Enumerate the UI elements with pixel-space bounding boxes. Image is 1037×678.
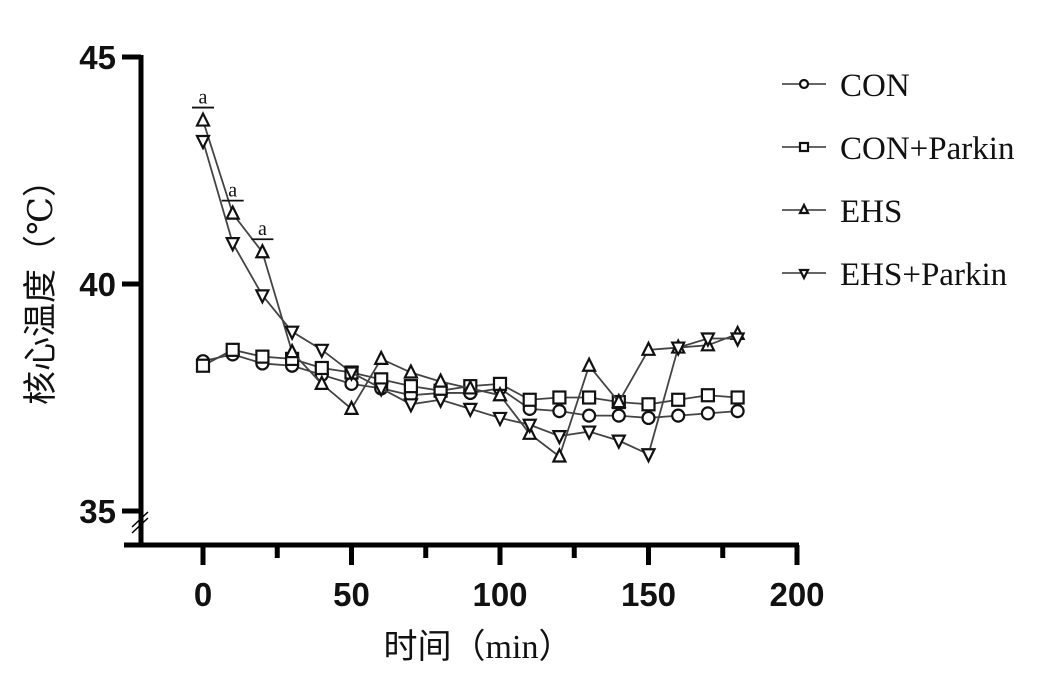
data-point-ehs-parkin [670,341,686,358]
data-point-con-parkin [195,358,211,373]
data-point-ehs-parkin [314,343,330,360]
data-point-con [671,408,686,423]
x-tick-label: 150 [621,576,676,613]
data-point-ehs-parkin [729,332,746,348]
data-point-con [700,406,716,421]
data-point-ehs-parkin [611,434,627,451]
legend-marker-triangle-down [798,268,810,281]
data-point-con [641,410,656,426]
data-point-ehs [373,349,389,366]
data-point-con [730,404,745,419]
x-axis-title: 时间（min） [384,628,573,666]
legend-label: EHS [840,194,902,230]
legend-item-ehs: EHS [782,194,902,230]
x-tick-label: 100 [472,576,527,613]
data-point-ehs [314,374,330,390]
data-point-ehs-parkin [373,382,389,398]
data-point-con-parkin [403,379,418,394]
data-point-ehs-parkin [462,402,479,419]
legend-marker-square [798,141,810,153]
data-point-ehs [611,392,627,409]
data-point-ehs-parkin [284,325,300,342]
data-point-con-parkin [522,392,537,407]
legend-label: CON+Parkin [840,131,1014,167]
data-point-ehs [432,372,449,388]
axis-break-mark [131,517,149,534]
significance-label: a [228,180,237,202]
data-point-ehs-parkin [700,332,716,348]
data-point-ehs-parkin [195,134,211,151]
data-point-ehs-parkin [640,448,657,464]
data-point-ehs [581,356,597,372]
y-axis-title: 核心温度（℃） [22,163,60,405]
data-point-ehs-parkin [492,411,508,428]
data-point-con-parkin [671,392,686,407]
legend-marker-circle [798,78,810,90]
data-point-ehs-parkin [521,418,538,435]
y-tick-label: 35 [79,493,116,530]
significance-label: a [199,87,208,109]
axes: 35 40 45 0 50 100 150 200 [79,39,824,613]
series-layer [195,111,746,464]
x-tick-label: 0 [194,576,212,613]
data-point-ehs [551,447,568,463]
annotation-layer: aaa [192,87,274,240]
data-point-ehs-parkin [403,398,419,414]
data-point-con-parkin [225,342,240,357]
data-point-ehs [462,378,479,395]
data-point-con [611,408,626,423]
significance-label: a [258,218,267,240]
x-tick-label: 50 [333,576,370,613]
data-point-con [581,408,597,423]
data-point-ehs [343,399,360,415]
data-point-con-parkin [641,397,656,412]
data-point-ehs-parkin [581,425,597,442]
data-point-con [552,404,567,419]
data-point-ehs [640,340,657,356]
data-point-con-parkin [255,349,270,364]
y-tick-label: 45 [79,39,116,76]
legend-item-con-parkin: CON+Parkin [782,131,1014,167]
legend-item-ehs-parkin: EHS+Parkin [782,257,1007,293]
data-point-ehs [284,342,300,359]
data-point-ehs-parkin [343,366,360,382]
data-point-ehs [224,204,241,220]
data-point-con-parkin [700,388,716,403]
legend: CON CON+Parkin EHS EHS+Parkin [782,68,1014,293]
data-point-con-parkin [730,390,745,405]
data-point-ehs [254,242,271,259]
legend-label: CON [840,68,910,104]
axis-break-mark [131,511,149,528]
data-point-ehs [195,111,211,127]
data-point-ehs [492,385,508,402]
data-point-con-parkin [581,390,597,405]
legend-marker-triangle-up [798,202,810,215]
data-point-con-parkin [314,360,329,376]
series-ehs-parkin [195,134,746,464]
data-point-con-parkin [552,390,567,405]
y-tick-label: 40 [79,266,116,303]
legend-item-con: CON [782,68,910,104]
data-point-ehs-parkin [551,429,568,446]
legend-label: EHS+Parkin [840,257,1007,293]
data-point-ehs-parkin [432,393,449,410]
data-point-ehs-parkin [224,237,241,253]
data-point-ehs-parkin [254,289,271,305]
series-con-parkin [195,342,745,412]
data-point-ehs [403,363,419,379]
x-tick-label: 200 [769,576,824,613]
